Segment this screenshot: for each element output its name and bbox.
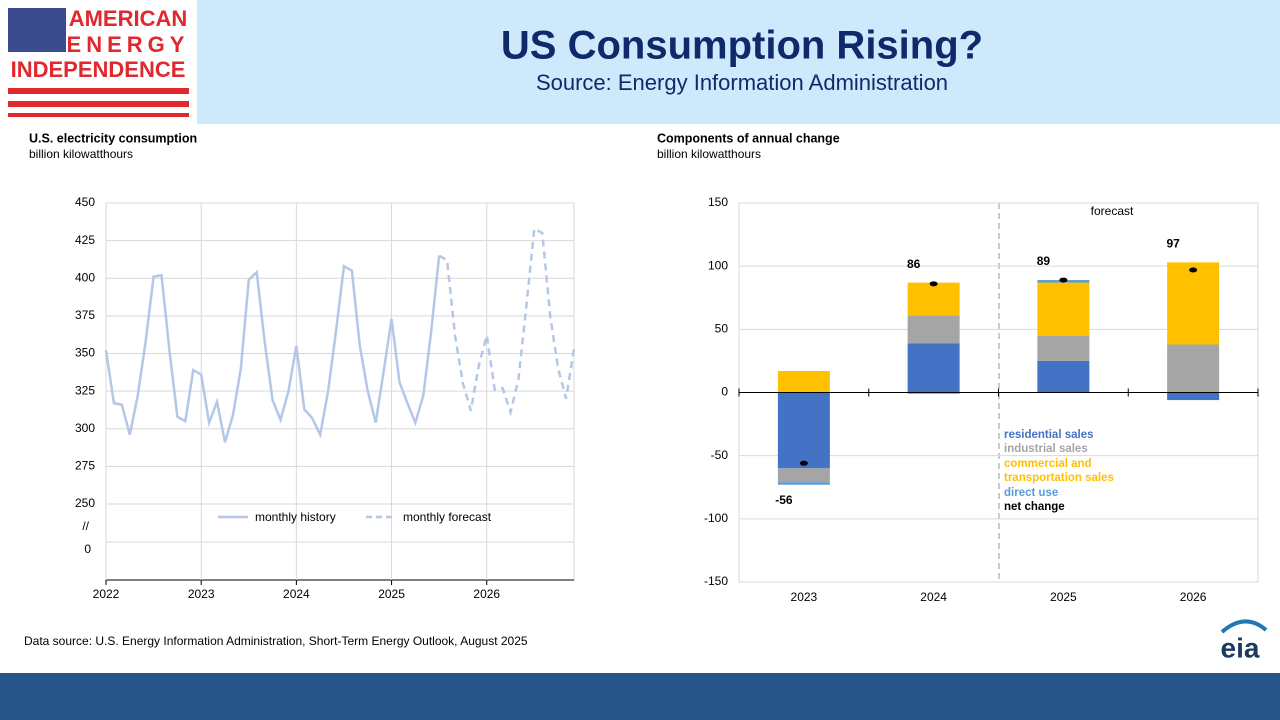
- bar-segment: [777, 482, 830, 485]
- logo-line: INDEPENDENCE: [11, 57, 186, 82]
- bar-segment: [1167, 262, 1220, 345]
- legend: residential sales industrial sales commerc…: [1004, 428, 1114, 514]
- legend-label: monthly forecast: [403, 510, 492, 524]
- data-label: 97: [1166, 237, 1180, 251]
- bar-segment: [907, 343, 960, 393]
- data-label: 86: [907, 257, 921, 271]
- bar-segment: [1167, 392, 1220, 401]
- y-tick-label: -100: [704, 511, 728, 525]
- y-tick-label: 100: [708, 258, 728, 272]
- net-marker: [1059, 277, 1068, 283]
- legend-label: commercial and transportation sales: [1004, 457, 1114, 485]
- data-label: 89: [1037, 254, 1051, 268]
- y-tick-label: 375: [75, 308, 95, 322]
- x-tick-label: 2023: [791, 590, 818, 604]
- logo-line: AMERICAN: [69, 6, 188, 31]
- chart-subtitle: billion kilowatthours: [657, 147, 761, 161]
- legend-label: net change: [1004, 501, 1065, 514]
- y-tick-label: -50: [711, 448, 729, 462]
- chart-subtitle: billion kilowatthours: [29, 147, 133, 161]
- y-tick-label: -150: [704, 574, 728, 588]
- y-tick-label: 350: [75, 346, 95, 360]
- eia-logo: eia: [1221, 632, 1260, 663]
- bar-segment: [777, 371, 830, 393]
- legend-label: industrial sales: [1004, 443, 1088, 456]
- y-tick-label: 400: [75, 270, 95, 284]
- header-band: [197, 0, 1280, 124]
- legend-label: direct use: [1004, 486, 1059, 499]
- net-marker: [1189, 267, 1198, 273]
- x-tick-label: 2025: [378, 587, 405, 601]
- bar-segment: [907, 315, 960, 344]
- bar-segment: [777, 468, 830, 483]
- chart-title: Components of annual change: [657, 131, 840, 145]
- x-tick-label: 2022: [93, 587, 120, 601]
- x-tick-label: 2024: [283, 587, 310, 601]
- y-tick-label: 0: [84, 542, 91, 556]
- y-tick-label: 250: [75, 496, 95, 510]
- bar-segment: [907, 392, 960, 394]
- y-tick-label: 275: [75, 459, 95, 473]
- line-series: [438, 226, 576, 417]
- data-label: -56: [775, 493, 793, 507]
- subtitle: Source: Energy Information Administratio…: [536, 70, 948, 95]
- y-tick-label: 150: [708, 195, 728, 209]
- y-tick-label: 50: [715, 322, 729, 336]
- x-tick-label: 2026: [473, 587, 500, 601]
- footer-band: [0, 673, 1280, 720]
- bar-segment: [907, 282, 960, 316]
- y-tick-label: 0: [721, 385, 728, 399]
- chart-title: U.S. electricity consumption: [29, 131, 197, 145]
- x-tick-label: 2024: [920, 590, 947, 604]
- y-tick-label: 300: [75, 421, 95, 435]
- footer-source: Data source: U.S. Energy Information Adm…: [24, 634, 528, 648]
- title: US Consumption Rising?: [501, 24, 983, 68]
- axis-break: //: [82, 519, 89, 533]
- bar-segment: [1037, 282, 1090, 336]
- x-tick-label: 2025: [1050, 590, 1077, 604]
- net-marker: [929, 281, 938, 287]
- logo-line: ENERGY: [67, 32, 190, 57]
- y-tick-label: 325: [75, 383, 95, 397]
- legend-label: residential sales: [1004, 429, 1094, 441]
- annotation: forecast: [1091, 204, 1134, 218]
- bar-segment: [1167, 344, 1220, 393]
- x-tick-label: 2026: [1180, 590, 1207, 604]
- y-tick-label: 425: [75, 233, 95, 247]
- eia-swoosh: [1220, 619, 1268, 634]
- legend-label: monthly history: [255, 510, 336, 524]
- bar-segment: [1037, 360, 1090, 393]
- x-tick-label: 2023: [188, 587, 215, 601]
- net-marker: [799, 460, 808, 466]
- flag: [8, 8, 189, 117]
- y-tick-label: 450: [75, 195, 95, 209]
- bar-segment: [777, 392, 830, 469]
- bar-segment: [1037, 335, 1090, 361]
- line-series: [104, 255, 441, 443]
